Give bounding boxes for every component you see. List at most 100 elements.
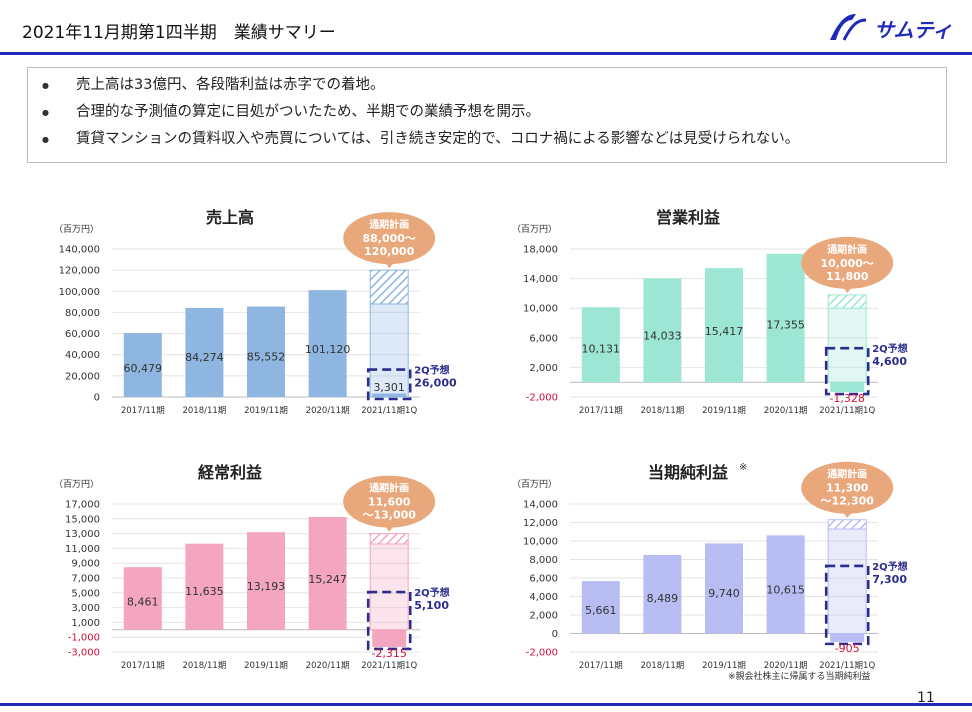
- footnote: ※親会社株主に帰属する当期純利益: [728, 672, 871, 682]
- header-rule: [0, 52, 972, 55]
- y-tick-label: 60,000: [65, 329, 100, 340]
- x-tick-label: 2019/11期: [244, 406, 288, 416]
- bar: [123, 567, 162, 630]
- plan-range-bar: [369, 533, 409, 545]
- y-tick-label: 2,000: [529, 611, 558, 622]
- bullet-item: 合理的な予測値の算定に目処がついたため、半期での業績予想を開示。: [40, 99, 946, 126]
- plan-bubble-pointer: [841, 508, 856, 518]
- y-tick-label: 12,000: [523, 518, 558, 529]
- chart-svg: 経常利益 （百万円） 17,000 15,000 13,000 11,000 9,000 7,…: [54, 463, 450, 671]
- y-tick-label: 40,000: [65, 350, 100, 361]
- chart-svg: 当期純利益 ※ （百万円） 14,000 12,000 10,000 8,000 6,000 4…: [512, 461, 908, 671]
- bar: [372, 393, 407, 397]
- q2-forecast-box: [366, 590, 412, 651]
- page-number: 11: [917, 690, 935, 706]
- x-tick-label: 2021/11期1Q: [819, 661, 875, 671]
- y-tick-label: 15,000: [65, 514, 100, 525]
- x-tick-label: 2021/11期1Q: [819, 406, 875, 416]
- x-tick-label: 2021/11期1Q: [361, 661, 417, 671]
- y-tick-label: 13,000: [65, 529, 100, 540]
- plan-bubble-pointer: [383, 259, 398, 269]
- bullet-item: 賃貸マンションの賃料収入や売買については、引き続き安定的で、コロナ禍による影響な…: [40, 126, 946, 153]
- plan-range-text: ～13,000: [362, 509, 416, 522]
- q2-forecast-label: 2Q予想: [414, 586, 449, 599]
- bar-value-label: 9,740: [708, 587, 740, 600]
- q2-forecast-label: 2Q予想: [872, 342, 907, 355]
- x-tick-label: 2019/11期: [702, 406, 746, 416]
- q2-forecast-box: [366, 368, 412, 401]
- bar: [766, 253, 805, 383]
- q2-forecast-box: [824, 346, 870, 396]
- y-tick-label: 7,000: [71, 574, 100, 585]
- y-tick-label: 11,000: [65, 544, 100, 555]
- plan-base-bar: [827, 528, 867, 634]
- unit-label: （百万円）: [54, 479, 99, 490]
- x-tick-label: 2021/11期1Q: [361, 406, 417, 416]
- plan-range-text: 120,000: [364, 245, 414, 258]
- chart-title: 売上高: [206, 208, 254, 227]
- x-tick-label: 2020/11期: [764, 661, 808, 671]
- chart-title: 経常利益: [198, 463, 262, 482]
- unit-label: （百万円）: [54, 224, 99, 235]
- x-tick-label: 2020/11期: [764, 406, 808, 416]
- x-tick-label: 2018/11期: [640, 406, 684, 416]
- x-tick-label: 2019/11期: [702, 661, 746, 671]
- bar-value-label: -905: [835, 642, 860, 655]
- y-tick-label: 10,000: [523, 304, 558, 315]
- x-tick-label: 2018/11期: [182, 661, 226, 671]
- bar-value-label: 17,355: [766, 318, 805, 331]
- plan-bubble: [801, 461, 894, 514]
- y-tick-label: -2,000: [526, 393, 558, 404]
- y-tick-label: 14,000: [523, 274, 558, 285]
- y-tick-label: 4,000: [529, 592, 558, 603]
- plan-label: 通期計画: [369, 218, 409, 231]
- q2-forecast-label: 2Q予想: [414, 364, 449, 377]
- plan-range-text: ～12,300: [820, 495, 874, 508]
- bar-value-label: 84,274: [185, 351, 224, 364]
- y-tick-label: 8,000: [529, 555, 558, 566]
- bar-value-label: 14,033: [643, 329, 682, 342]
- bar-value-label: 13,193: [247, 580, 286, 593]
- samty-logo: サムティ: [830, 14, 952, 42]
- y-tick-label: 17,000: [65, 500, 100, 511]
- bar-value-label: 10,131: [582, 342, 621, 355]
- x-tick-label: 2017/11期: [579, 406, 623, 416]
- q2-forecast-box: [824, 564, 870, 646]
- bullet-item: 売上高は33億円、各段階利益は赤字での着地。: [40, 72, 946, 99]
- y-tick-label: 0: [94, 393, 100, 404]
- plan-range-text: 11,800: [826, 270, 869, 283]
- summary-box: 売上高は33億円、各段階利益は赤字での着地。 合理的な予測値の算定に目処がついた…: [27, 67, 947, 163]
- x-tick-label: 2017/11期: [579, 661, 623, 671]
- bar-value-label: 60,479: [124, 362, 163, 375]
- plan-range-bar: [827, 519, 867, 530]
- x-tick-label: 2020/11期: [306, 661, 350, 671]
- bar-value-label: 10,615: [766, 583, 805, 596]
- bar-value-label: 15,417: [705, 325, 744, 338]
- plan-bubble: [343, 475, 436, 528]
- bar: [308, 290, 347, 397]
- plan-base-bar: [827, 307, 867, 383]
- bar-value-label: 85,552: [247, 350, 286, 363]
- bar: [581, 307, 620, 383]
- title-mark: ※: [739, 462, 747, 473]
- chart-sales: 売上高 （百万円） 140,000 120,000 100,000 80,000 60,00…: [40, 185, 470, 425]
- plan-label: 通期計画: [827, 243, 867, 256]
- bar: [247, 532, 285, 630]
- plan-range-text: 88,000～: [362, 232, 415, 245]
- plan-range-bar: [827, 294, 867, 309]
- chart-net-income: 当期純利益 ※ （百万円） 14,000 12,000 10,000 8,000 6,000 4…: [498, 440, 928, 680]
- bar-value-label: 5,661: [585, 604, 617, 617]
- x-tick-label: 2017/11期: [121, 406, 165, 416]
- q2-forecast-value: 4,600: [872, 355, 907, 368]
- plan-bubble-pointer: [841, 283, 856, 293]
- plan-range-text: 11,600: [368, 496, 411, 509]
- bar: [247, 306, 285, 397]
- bar-value-label: 3,301: [373, 381, 405, 394]
- bar: [643, 554, 682, 634]
- bar-value-label: 101,120: [305, 343, 351, 356]
- plan-range-text: 10,000～: [820, 257, 873, 270]
- plan-bubble: [343, 212, 436, 265]
- x-tick-label: 2018/11期: [640, 661, 684, 671]
- plan-bubble: [801, 236, 894, 289]
- y-tick-label: -2,000: [526, 648, 558, 659]
